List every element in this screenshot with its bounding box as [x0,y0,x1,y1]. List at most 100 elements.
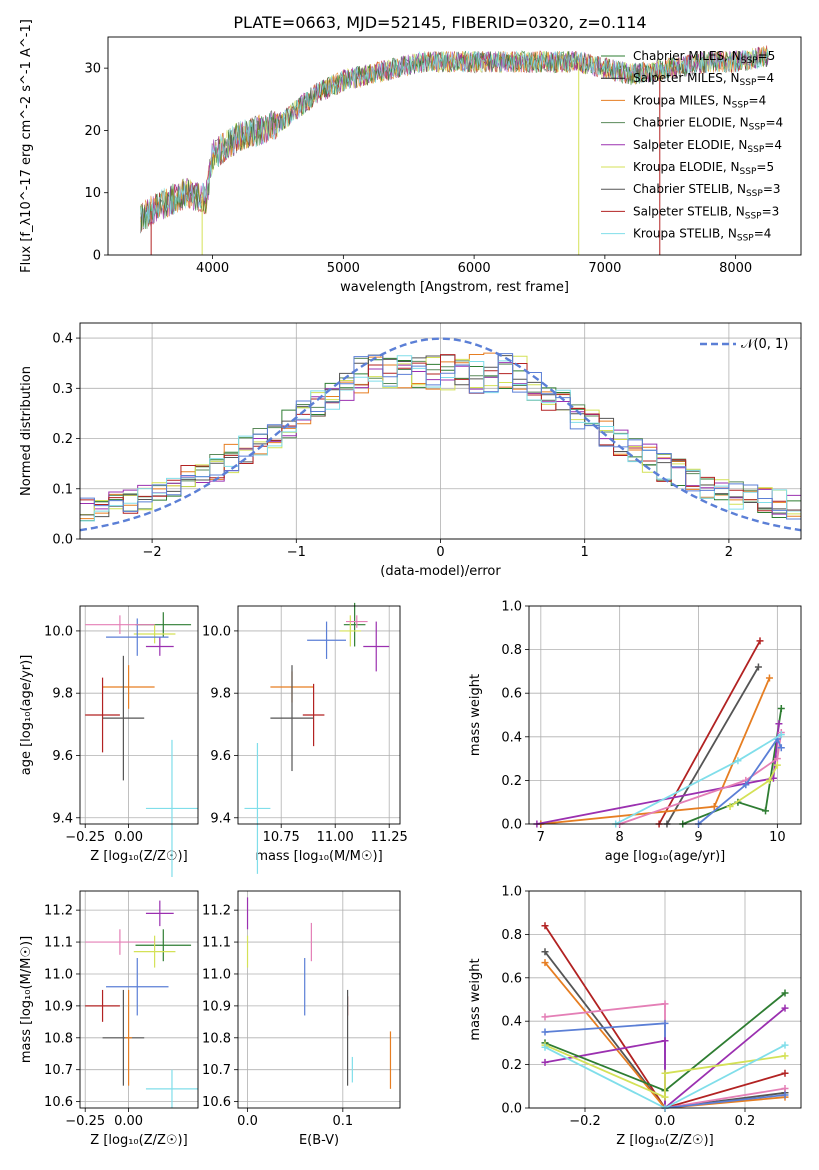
x-tick-label: 0.2 [735,1114,756,1129]
y-tick-label: 0.4 [501,1015,522,1030]
weight-marker [777,704,785,712]
x-tick-label: 8000 [719,261,752,276]
weight-marker [726,803,734,811]
legend-label: Chabrier ELODIE, NSSP=4 [633,116,783,133]
weight-marker [775,720,783,728]
weight-series [544,1044,786,1099]
weight-marker [781,1084,789,1092]
y-tick-label: 0.3 [52,382,73,397]
weight-marker [781,1041,789,1049]
weight-marker [777,731,785,739]
y-tick-label: 0.2 [501,774,522,789]
y-tick-label: 10.7 [44,1063,73,1078]
y-axis-label: Normed distribution [19,366,34,496]
y-tick-label: 10.7 [202,1063,231,1078]
weight-marker [777,744,785,752]
histogram-series [80,353,801,520]
weight-marker [661,1000,669,1008]
x-axis-label: Z [log₁₀(Z/Z☉)] [90,1133,187,1148]
y-axis-label: mass weight [468,674,483,756]
y-tick-label: 0.1 [52,482,73,497]
y-tick-label: 10.9 [202,999,231,1014]
weight-marker [541,1043,549,1051]
weight-marker [541,959,549,967]
weight-marker [781,1069,789,1077]
legend-label: 𝒩(0, 1) [741,337,788,352]
weight-marker [765,776,773,784]
weight-marker [661,1069,669,1077]
x-axis-label: mass [log₁₀(M/M☉)] [255,849,382,864]
weight-marker [781,1091,789,1099]
y-tick-label: 30 [84,62,101,77]
legend-label: Salpeter ELODIE, NSSP=4 [633,138,782,155]
x-axis-label: Z [log₁₀(Z/Z☉)] [90,849,187,864]
spectrum-line [140,47,769,230]
y-tick-label: 0.8 [501,643,522,658]
y-tick-label: 10.6 [202,1095,231,1110]
weight-marker [781,1052,789,1060]
y-tick-label: 0.0 [501,818,522,833]
weight-marker [541,922,549,930]
y-tick-label: 0.6 [501,687,522,702]
legend-label: Kroupa STELIB, NSSP=4 [633,227,771,244]
y-axis-label: Flux [f_λ10^-17 erg cm^-2 s^-1 A^-1] [19,19,34,273]
y-axis-label: mass [log₁₀(M/M☉)] [19,936,34,1063]
x-tick-label: 0 [436,545,444,560]
axes-frame [107,36,802,256]
y-tick-label: 9.6 [52,749,73,764]
y-tick-label: 0.2 [501,1058,522,1073]
y-tick-label: 0.0 [501,1102,522,1117]
panel-1: −2 −1 0 1 2 0.0 0.1 0.2 0.3 0.4 (data-model)/error… [19,322,802,579]
y-tick-label: 0.4 [501,730,522,745]
x-axis-label: age [log₁₀(age/yr)] [605,849,726,864]
axes-frame [237,605,401,825]
x-axis-label: E(B-V) [299,1133,339,1148]
axes-frame [79,322,802,540]
legend-label: Kroupa ELODIE, NSSP=5 [633,160,774,177]
weight-marker [541,948,549,956]
panel-5: −0.25 0.00 10.6 10.7 10.8 10.9 11.0 11.1 11.2 Z [… [19,890,199,1148]
weight-marker [661,1093,669,1101]
x-tick-label: 0.0 [655,1114,676,1129]
y-tick-label: 1.0 [501,600,522,615]
legend-label: Chabrier STELIB, NSSP=3 [633,182,781,199]
weight-marker [762,807,770,815]
weight-marker [734,757,742,765]
panel-0: 4000 5000 6000 7000 8000 0 10 20 30 wavelength [A… [19,19,802,295]
y-tick-label: 10.8 [44,1031,73,1046]
y-tick-label: 11.1 [44,936,73,951]
axes-frame [528,605,802,825]
y-tick-label: 0.2 [52,432,73,447]
legend-label: Salpeter STELIB, NSSP=3 [633,204,779,221]
y-tick-label: 11.0 [44,967,73,982]
weight-marker [773,755,781,763]
weight-marker [742,781,750,789]
legend-label: Chabrier MILES, NSSP=5 [633,49,775,66]
y-tick-label: 9.8 [52,687,73,702]
x-tick-label: 0.1 [332,1114,353,1129]
y-tick-label: 11.1 [202,936,231,951]
weight-marker [541,1028,549,1036]
weight-series [697,737,783,825]
y-tick-label: 10.0 [202,624,231,639]
y-tick-label: 0 [93,249,101,264]
panel-2: −0.25 0.00 9.4 9.6 9.8 10.0 Z [log₁₀(Z/Z☉)] age… [19,605,199,877]
x-tick-label: 11.00 [317,830,354,845]
y-tick-label: 10.9 [44,999,73,1014]
x-tick-label: 7 [537,830,545,845]
axes-frame [528,890,802,1109]
weight-marker [756,637,764,645]
panel-4: 7 8 9 10 0.0 0.2 0.4 0.6 0.8 1.0 age [log₁₀(age/yr… [468,600,802,864]
y-tick-label: 9.4 [52,811,73,826]
y-tick-label: 10.6 [44,1095,73,1110]
y-tick-label: 0.4 [52,332,73,347]
y-tick-label: 9.8 [210,687,231,702]
x-tick-label: 1 [581,545,589,560]
x-axis-label: (data-model)/error [380,564,501,579]
weight-marker [765,674,773,682]
normal-curve [79,337,802,532]
weight-marker [781,989,789,997]
y-axis-label: age [log₁₀(age/yr)] [19,655,34,776]
y-tick-label: 11.2 [44,904,73,919]
